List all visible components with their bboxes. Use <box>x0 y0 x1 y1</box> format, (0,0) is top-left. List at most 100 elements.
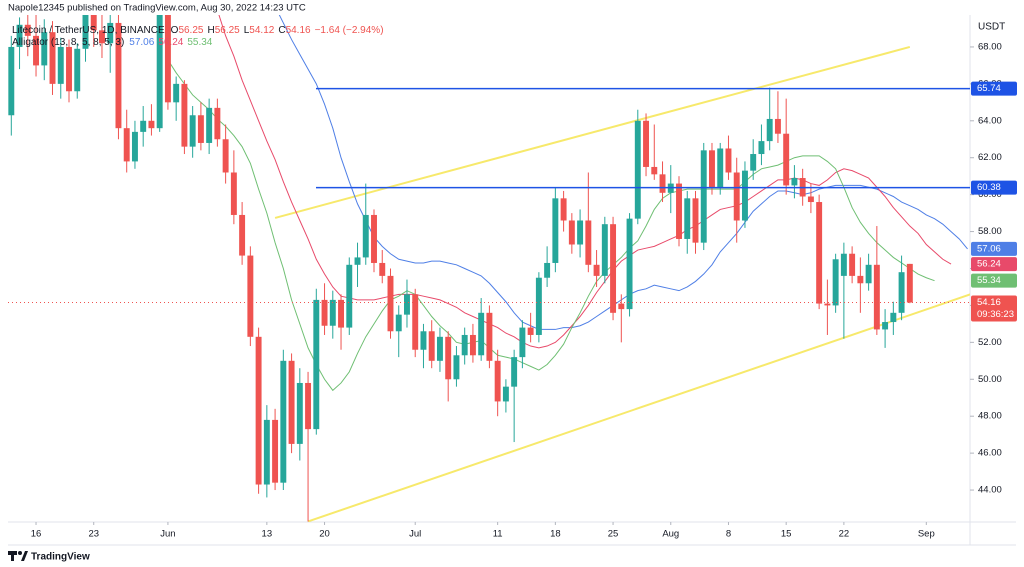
price-badge-label: 60.38 <box>977 182 1001 193</box>
x-tick-label: 11 <box>493 529 503 540</box>
candle-body <box>577 220 584 245</box>
candle-body <box>560 198 567 221</box>
price-badge <box>971 257 1017 272</box>
ohlc-label: H <box>207 25 214 36</box>
candle-body <box>873 264 880 330</box>
candle-body <box>783 133 790 186</box>
candle-body <box>758 141 765 155</box>
x-tick-label: Jun <box>160 529 175 540</box>
candle-body <box>774 118 781 134</box>
candle-body <box>346 264 353 328</box>
candle-body <box>494 360 501 402</box>
price-badge-label: 54.16 <box>977 297 1001 308</box>
candle-body <box>643 120 650 167</box>
brand: TradingView <box>8 551 90 563</box>
candle-body <box>222 139 229 173</box>
candle-body <box>890 312 897 323</box>
candle-body <box>651 166 658 175</box>
candle-body <box>8 46 15 116</box>
indicator-value: 56.24 <box>158 37 183 48</box>
y-tick-label: 50.00 <box>978 374 1002 385</box>
candle-body <box>857 275 864 284</box>
candle-body <box>181 83 188 147</box>
candle-body <box>634 120 641 219</box>
x-tick-label: 15 <box>781 529 792 540</box>
candle-body <box>247 255 254 337</box>
candle-body <box>593 264 600 276</box>
change: −1.64 (−2.94%) <box>315 25 384 36</box>
y-tick-label: 68.00 <box>978 41 1002 52</box>
x-tick-label: 23 <box>88 529 99 540</box>
candle-body <box>420 331 427 350</box>
x-tick-label: 8 <box>726 529 731 540</box>
trend-line <box>274 45 911 219</box>
candle-body <box>700 150 707 243</box>
candle-body <box>24 24 31 36</box>
candle-body <box>741 170 748 221</box>
ohlc-value: 56.25 <box>178 25 203 36</box>
candle-body <box>618 303 625 310</box>
candle-body <box>709 150 715 188</box>
y-tick-label: 44.00 <box>978 485 1002 496</box>
candle-body <box>552 198 559 263</box>
countdown: 09:36:23 <box>977 309 1014 320</box>
x-tick-label: 25 <box>608 529 619 540</box>
candle-body <box>478 312 485 356</box>
logo-part <box>18 551 22 555</box>
candle-body <box>354 257 361 265</box>
candle-body <box>469 334 476 356</box>
candle-body <box>568 220 575 245</box>
candle-body <box>164 15 171 103</box>
ohlc-value: 54.12 <box>249 25 274 36</box>
candle-body <box>840 253 847 276</box>
candle-body <box>387 275 394 332</box>
candle-body <box>329 299 336 326</box>
ohlc-label: C <box>278 25 285 36</box>
candle-body <box>123 128 130 162</box>
candle-body <box>832 259 839 306</box>
candle-body <box>610 224 617 313</box>
ohlc-label: L <box>244 25 250 36</box>
candle-body <box>585 220 592 265</box>
candle-body <box>527 327 534 335</box>
candle-body <box>849 253 856 276</box>
candle-body <box>717 148 724 188</box>
candle-body <box>445 336 452 380</box>
candle-body <box>733 172 740 221</box>
candle-body <box>173 83 180 103</box>
price-badge <box>971 241 1017 256</box>
candle-body <box>41 32 48 66</box>
indicator-value: 55.34 <box>187 37 212 48</box>
candle-body <box>486 312 493 361</box>
price-badge-label: 57.06 <box>977 243 1001 254</box>
candle-body <box>74 48 81 92</box>
candle-body <box>313 299 320 430</box>
price-badge <box>971 295 1017 322</box>
ohlc-value: 56.25 <box>215 25 240 36</box>
candle-body <box>33 35 39 66</box>
candle-body <box>280 360 287 483</box>
candle-body <box>90 15 97 31</box>
candle-body <box>49 32 56 84</box>
y-tick-label: 46.00 <box>978 448 1002 459</box>
y-tick-label: 48.00 <box>978 411 1002 422</box>
symbol: Litecoin / TetherUS, 1D, BINANCE <box>12 25 165 36</box>
candle-body <box>519 327 526 358</box>
candle-body <box>684 198 691 239</box>
candle-body <box>82 15 89 49</box>
y-tick-label: 58.00 <box>978 226 1002 237</box>
candle-body <box>436 336 443 361</box>
candle-body <box>676 183 682 239</box>
candle-body <box>272 419 279 483</box>
x-tick-label: 22 <box>839 529 850 540</box>
x-tick-label: 20 <box>319 529 330 540</box>
indicator-name: Alligator (13, 8, 5, 8, 5, 3) <box>12 37 124 48</box>
x-tick-label: 13 <box>262 529 273 540</box>
candle-body <box>321 299 328 326</box>
ohlc-label: O <box>171 25 179 36</box>
candle-body <box>189 115 196 147</box>
candle-body <box>296 382 303 444</box>
candle-body <box>791 178 798 186</box>
indicator-line <box>218 15 952 349</box>
